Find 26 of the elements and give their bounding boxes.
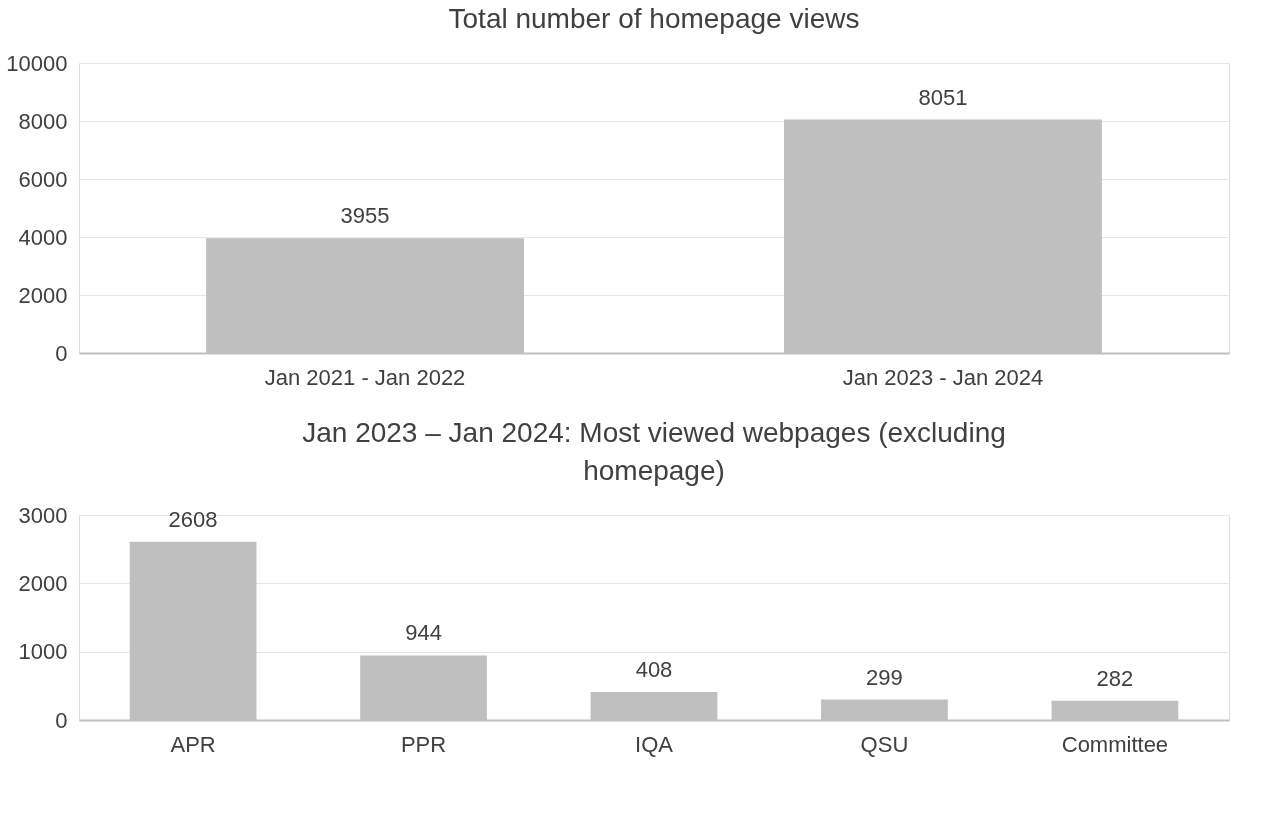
chart-title: Jan 2023 – Jan 2024: Most viewed webpages (excluding homepage) [302, 417, 1006, 486]
x-tick-label: Jan 2023 - Jan 2024 [842, 364, 1044, 390]
y-tick-label: 0 [55, 340, 68, 366]
x-tick-label: Committee [1061, 731, 1169, 757]
y-tick-label: 3000 [18, 502, 68, 528]
chart-title: Total number of homepage views [448, 3, 860, 34]
data-label: 2608 [168, 506, 218, 532]
y-tick-label: 1000 [18, 639, 68, 665]
y-tick-label: 10000 [6, 50, 68, 76]
data-label: 944 [405, 620, 442, 646]
data-label: 408 [635, 657, 673, 683]
y-tick-label: 6000 [18, 166, 68, 192]
y-tick-label: 4000 [18, 224, 68, 250]
data-label: 299 [866, 664, 903, 690]
data-label: 8051 [918, 84, 968, 110]
x-tick-label: APR [170, 731, 216, 757]
data-label: 3955 [340, 203, 390, 229]
y-tick-label: 2000 [18, 282, 68, 308]
x-tick-label: IQA [635, 731, 674, 757]
x-tick-label: Jan 2021 - Jan 2022 [264, 364, 466, 390]
x-tick-label: PPR [400, 731, 447, 757]
x-tick-label: QSU [860, 731, 909, 757]
y-tick-label: 8000 [18, 108, 68, 134]
y-tick-label: 2000 [18, 570, 68, 596]
data-label: 282 [1096, 665, 1134, 691]
y-tick-label: 0 [55, 707, 68, 733]
